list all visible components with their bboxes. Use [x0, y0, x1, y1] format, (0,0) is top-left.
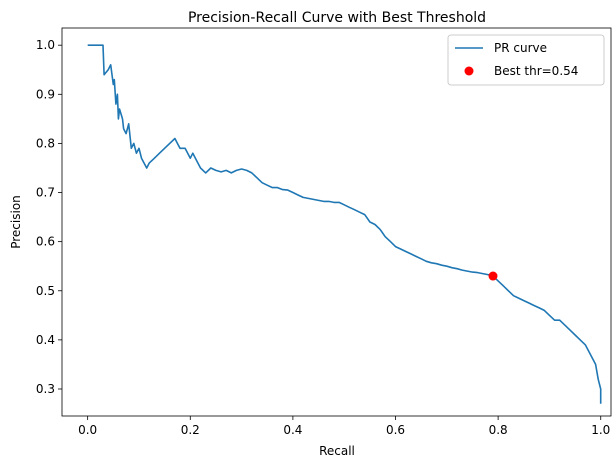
y-axis: 0.3 0.4 0.5 0.6 0.7 0.8 0.9 1.0 — [36, 38, 62, 396]
plot-frame — [61, 27, 612, 417]
y-tick-label: 0.5 — [36, 284, 55, 298]
x-tick-label: 0.6 — [386, 423, 405, 437]
legend-label-best-threshold: Best thr=0.54 — [494, 64, 578, 78]
legend: PR curve Best thr=0.54 — [447, 34, 605, 86]
y-axis-label: Precision — [9, 195, 23, 249]
y-tick-label: 0.4 — [36, 333, 55, 347]
best-threshold-point — [488, 271, 498, 281]
x-axis-label: Recall — [319, 444, 355, 458]
legend-box — [447, 34, 605, 86]
y-tick-label: 0.8 — [36, 136, 55, 150]
x-tick-label: 0.0 — [78, 423, 97, 437]
y-tick-label: 0.7 — [36, 186, 55, 200]
x-tick-label: 0.4 — [283, 423, 302, 437]
plot-area — [87, 44, 602, 404]
pr-curve-line — [87, 44, 602, 404]
x-tick-label: 0.2 — [181, 423, 200, 437]
y-tick-label: 0.9 — [36, 87, 55, 101]
x-tick-label: 1.0 — [591, 423, 610, 437]
y-tick-label: 1.0 — [36, 38, 55, 52]
legend-marker-swatch — [464, 66, 474, 76]
x-axis: 0.0 0.2 0.4 0.6 0.8 1.0 — [78, 416, 610, 437]
legend-label-pr-curve: PR curve — [494, 41, 547, 55]
y-tick-label: 0.6 — [36, 235, 55, 249]
y-tick-label: 0.3 — [36, 382, 55, 396]
x-tick-label: 0.8 — [489, 423, 508, 437]
chart-title: Precision-Recall Curve with Best Thresho… — [188, 10, 486, 26]
